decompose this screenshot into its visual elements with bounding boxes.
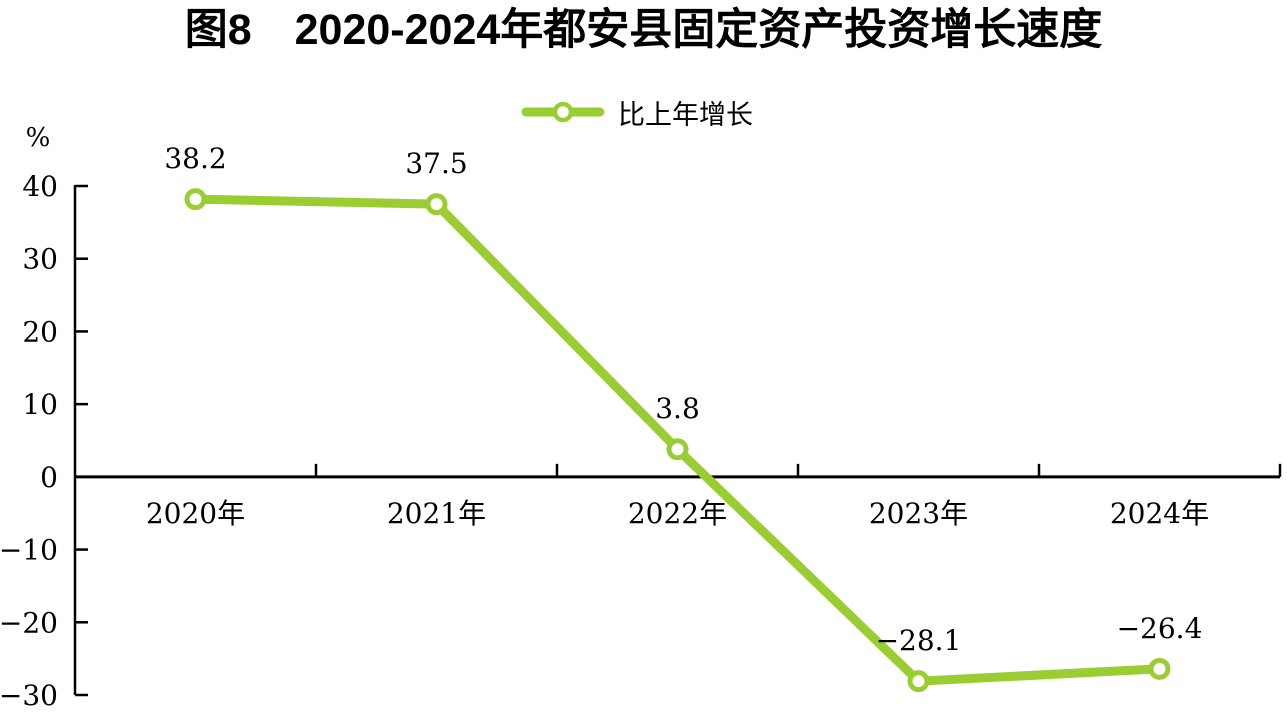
- data-label: 38.2: [164, 142, 226, 175]
- data-point-marker: [425, 193, 448, 216]
- y-tick-label: −10: [0, 534, 58, 567]
- data-point-marker: [184, 188, 207, 211]
- data-label: −28.1: [876, 624, 962, 657]
- legend-label: 比上年增长: [618, 99, 753, 131]
- x-category-label: 2021年: [387, 497, 486, 530]
- y-tick-label: −20: [0, 606, 58, 639]
- data-point-marker: [666, 438, 689, 461]
- x-category-label: 2024年: [1110, 497, 1209, 530]
- y-tick-label: 0: [40, 461, 58, 494]
- x-category-label: 2022年: [628, 497, 727, 530]
- y-axis-unit-label: %: [26, 123, 51, 153]
- y-tick-label: 10: [22, 388, 58, 421]
- legend-line-marker-icon: [521, 101, 605, 123]
- y-tick-label: 30: [22, 243, 58, 276]
- x-category-label: 2023年: [869, 497, 968, 530]
- y-tick-label: 20: [22, 315, 58, 348]
- data-label: 3.8: [655, 392, 700, 425]
- data-point-marker: [907, 670, 930, 693]
- data-label: −26.4: [1117, 612, 1203, 645]
- chart-title: 图8 2020-2024年都安县固定资产投资增长速度: [184, 6, 1103, 54]
- legend: 比上年增长: [521, 97, 753, 131]
- data-label: 37.5: [405, 147, 467, 180]
- y-tick-label: 40: [22, 170, 58, 203]
- data-point-marker: [1148, 657, 1171, 680]
- x-category-label: 2020年: [146, 497, 245, 530]
- y-tick-label: −30: [0, 679, 58, 712]
